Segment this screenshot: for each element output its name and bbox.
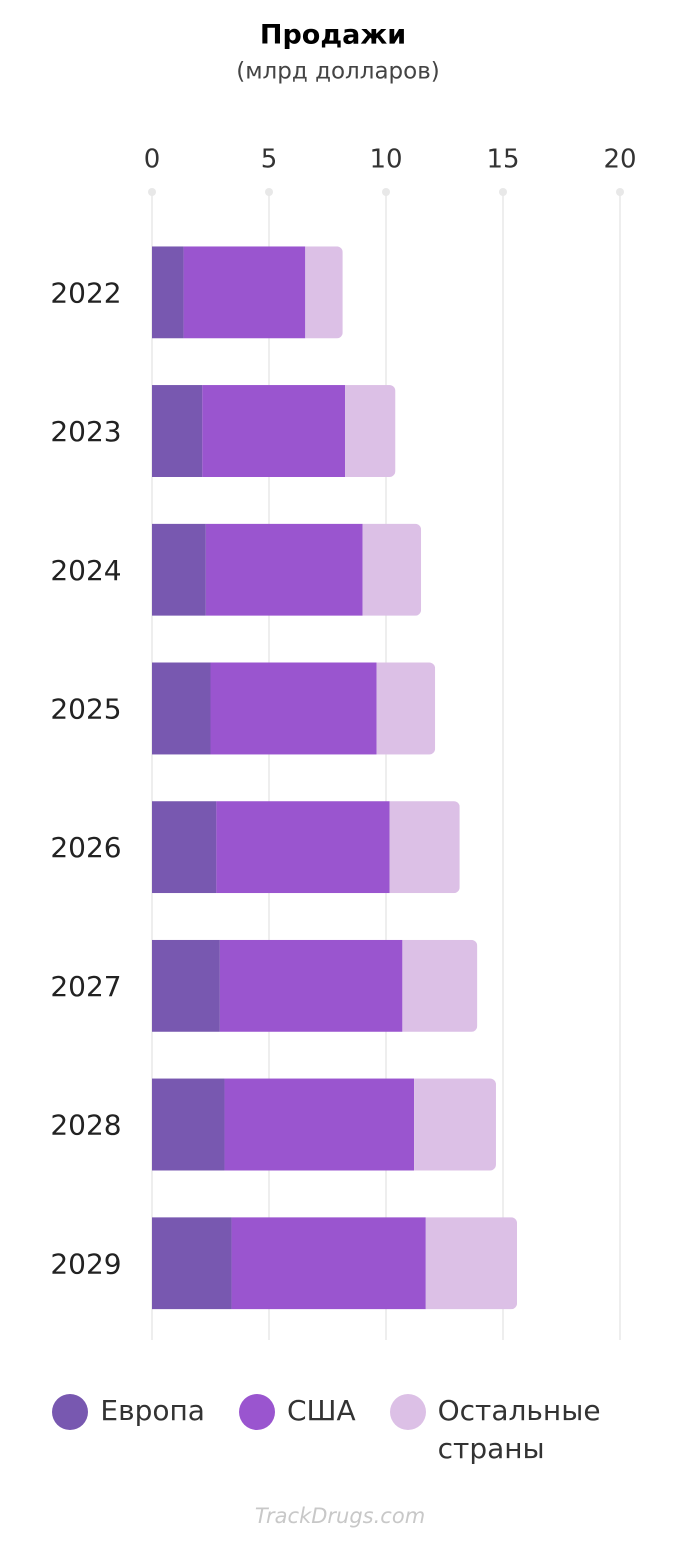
grid-dot: [148, 188, 156, 196]
x-tick-label: 0: [144, 145, 161, 175]
chart-subtitle: (млрд долларов): [236, 59, 440, 85]
bar-segment: [305, 246, 343, 339]
bar-segment: [216, 801, 390, 894]
bar-segment: [376, 662, 436, 755]
bar-segment: [210, 662, 377, 755]
y-tick-label: 2022: [50, 276, 121, 309]
legend-label: Остальные страны: [437, 1394, 601, 1465]
legend-item: Европа: [52, 1394, 205, 1468]
chart-title: Продажи: [260, 20, 406, 51]
legend-item: США: [238, 1394, 356, 1468]
legend-item: Остальные страны: [389, 1394, 628, 1468]
bar-segment: [362, 523, 422, 616]
chart: Продажи (млрд долларов) 0 5 10 15 20 2022 2023…: [50, 20, 637, 1340]
y-tick-label: 2023: [50, 415, 121, 448]
bar-segment: [152, 662, 211, 755]
legend-swatch: [52, 1394, 89, 1430]
grid-dot: [616, 188, 624, 196]
bar-segment: [205, 523, 363, 616]
y-tick-label: 2024: [50, 554, 121, 587]
x-tick-label: 15: [486, 145, 519, 175]
legend-label: США: [286, 1394, 356, 1427]
bar-segment: [152, 939, 220, 1032]
x-tick-label: 10: [369, 145, 402, 175]
grid-dot: [265, 188, 273, 196]
grid-dot: [382, 188, 390, 196]
bar-segment: [402, 939, 478, 1032]
grid-dot: [499, 188, 507, 196]
bar-segment: [231, 1217, 426, 1310]
y-tick-label: 2025: [50, 692, 121, 725]
bar-segment: [224, 1078, 415, 1171]
x-tick-label: 20: [603, 145, 636, 175]
bar-segment: [152, 523, 206, 616]
y-tick-label: 2026: [50, 831, 121, 864]
x-tick-label: 5: [261, 145, 278, 175]
watermark: TrackDrugs.com: [254, 1504, 426, 1528]
bar-segment: [202, 385, 346, 478]
bar-segment: [152, 801, 217, 894]
bar-segment: [152, 385, 203, 478]
y-tick-label: 2029: [50, 1247, 121, 1280]
y-tick-label: 2027: [50, 970, 121, 1003]
bar-segment: [389, 801, 460, 894]
bar-segment: [414, 1078, 496, 1171]
bar-segment: [425, 1217, 518, 1310]
legend-label: Европа: [100, 1394, 205, 1427]
legend: Европа США Остальные страны: [0, 1394, 680, 1468]
legend-swatch: [238, 1394, 275, 1430]
legend-swatch: [389, 1394, 426, 1430]
bar-segment: [219, 939, 403, 1032]
bar-segment: [345, 385, 396, 478]
bar-segment: [152, 1217, 232, 1310]
bar-segment: [152, 246, 184, 339]
bar-segment: [183, 246, 306, 339]
y-tick-label: 2028: [50, 1109, 121, 1142]
bar-segment: [152, 1078, 225, 1171]
